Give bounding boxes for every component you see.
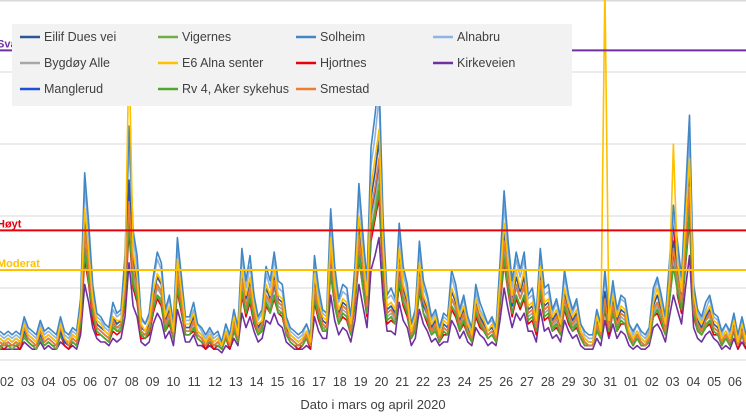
x-tick-label-19: 21 bbox=[395, 375, 409, 389]
legend-label-10: Smestad bbox=[320, 82, 369, 96]
threshold-label-2: Moderat bbox=[0, 258, 40, 270]
x-tick-label-31: 02 bbox=[645, 375, 659, 389]
x-tick-label-14: 16 bbox=[291, 375, 305, 389]
x-tick-label-35: 06 bbox=[728, 375, 742, 389]
x-tick-label-21: 23 bbox=[437, 375, 451, 389]
x-axis-title: Dato i mars og april 2020 bbox=[300, 397, 445, 412]
x-tick-label-9: 11 bbox=[188, 375, 201, 389]
x-tick-label-24: 26 bbox=[499, 375, 513, 389]
x-tick-label-16: 18 bbox=[333, 375, 347, 389]
legend-label-8: Manglerud bbox=[44, 82, 103, 96]
series-line-10 bbox=[0, 157, 746, 347]
series-line-2 bbox=[0, 74, 746, 343]
x-tick-label-27: 29 bbox=[562, 375, 576, 389]
x-tick-label-1: 03 bbox=[21, 375, 35, 389]
x-tick-label-0: 02 bbox=[0, 375, 14, 389]
x-tick-label-23: 25 bbox=[478, 375, 492, 389]
legend-label-3: Alnabru bbox=[457, 30, 500, 44]
legend-label-5: E6 Alna senter bbox=[182, 56, 263, 70]
x-tick-label-5: 07 bbox=[104, 375, 118, 389]
legend-label-4: Bygdøy Alle bbox=[44, 56, 110, 70]
x-tick-label-29: 31 bbox=[603, 375, 617, 389]
x-tick-label-4: 06 bbox=[83, 375, 97, 389]
legend-label-7: Kirkeveien bbox=[457, 56, 515, 70]
x-tick-label-3: 05 bbox=[62, 375, 76, 389]
x-tick-label-34: 05 bbox=[707, 375, 721, 389]
x-tick-label-26: 28 bbox=[541, 375, 555, 389]
series-line-9 bbox=[0, 190, 746, 351]
x-tick-label-6: 08 bbox=[125, 375, 139, 389]
series-line-5 bbox=[0, 0, 746, 347]
x-tick-label-11: 13 bbox=[229, 375, 243, 389]
x-tick-label-18: 20 bbox=[374, 375, 388, 389]
legend-label-2: Solheim bbox=[320, 30, 365, 44]
x-tick-label-12: 14 bbox=[250, 375, 264, 389]
x-tick-label-2: 04 bbox=[42, 375, 56, 389]
x-tick-label-20: 22 bbox=[416, 375, 430, 389]
legend-label-9: Rv 4, Aker sykehus bbox=[182, 82, 289, 96]
x-tick-label-17: 19 bbox=[354, 375, 368, 389]
x-tick-label-28: 30 bbox=[582, 375, 596, 389]
legend-label-0: Eilif Dues vei bbox=[44, 30, 116, 44]
series-line-7 bbox=[0, 236, 746, 354]
x-tick-label-13: 15 bbox=[270, 375, 284, 389]
x-tick-label-32: 03 bbox=[666, 375, 680, 389]
x-tick-label-8: 10 bbox=[166, 375, 180, 389]
legend-box bbox=[12, 24, 572, 106]
legend-label-6: Hjortnes bbox=[320, 56, 367, 70]
x-tick-label-22: 24 bbox=[458, 375, 472, 389]
x-tick-label-33: 04 bbox=[686, 375, 700, 389]
x-tick-label-30: 01 bbox=[624, 375, 638, 389]
legend-label-1: Vigernes bbox=[182, 30, 231, 44]
x-tick-label-7: 09 bbox=[146, 375, 160, 389]
x-tick-label-10: 12 bbox=[208, 375, 222, 389]
x-tick-label-25: 27 bbox=[520, 375, 534, 389]
threshold-label-1: Høyt bbox=[0, 218, 22, 230]
x-tick-label-15: 17 bbox=[312, 375, 326, 389]
